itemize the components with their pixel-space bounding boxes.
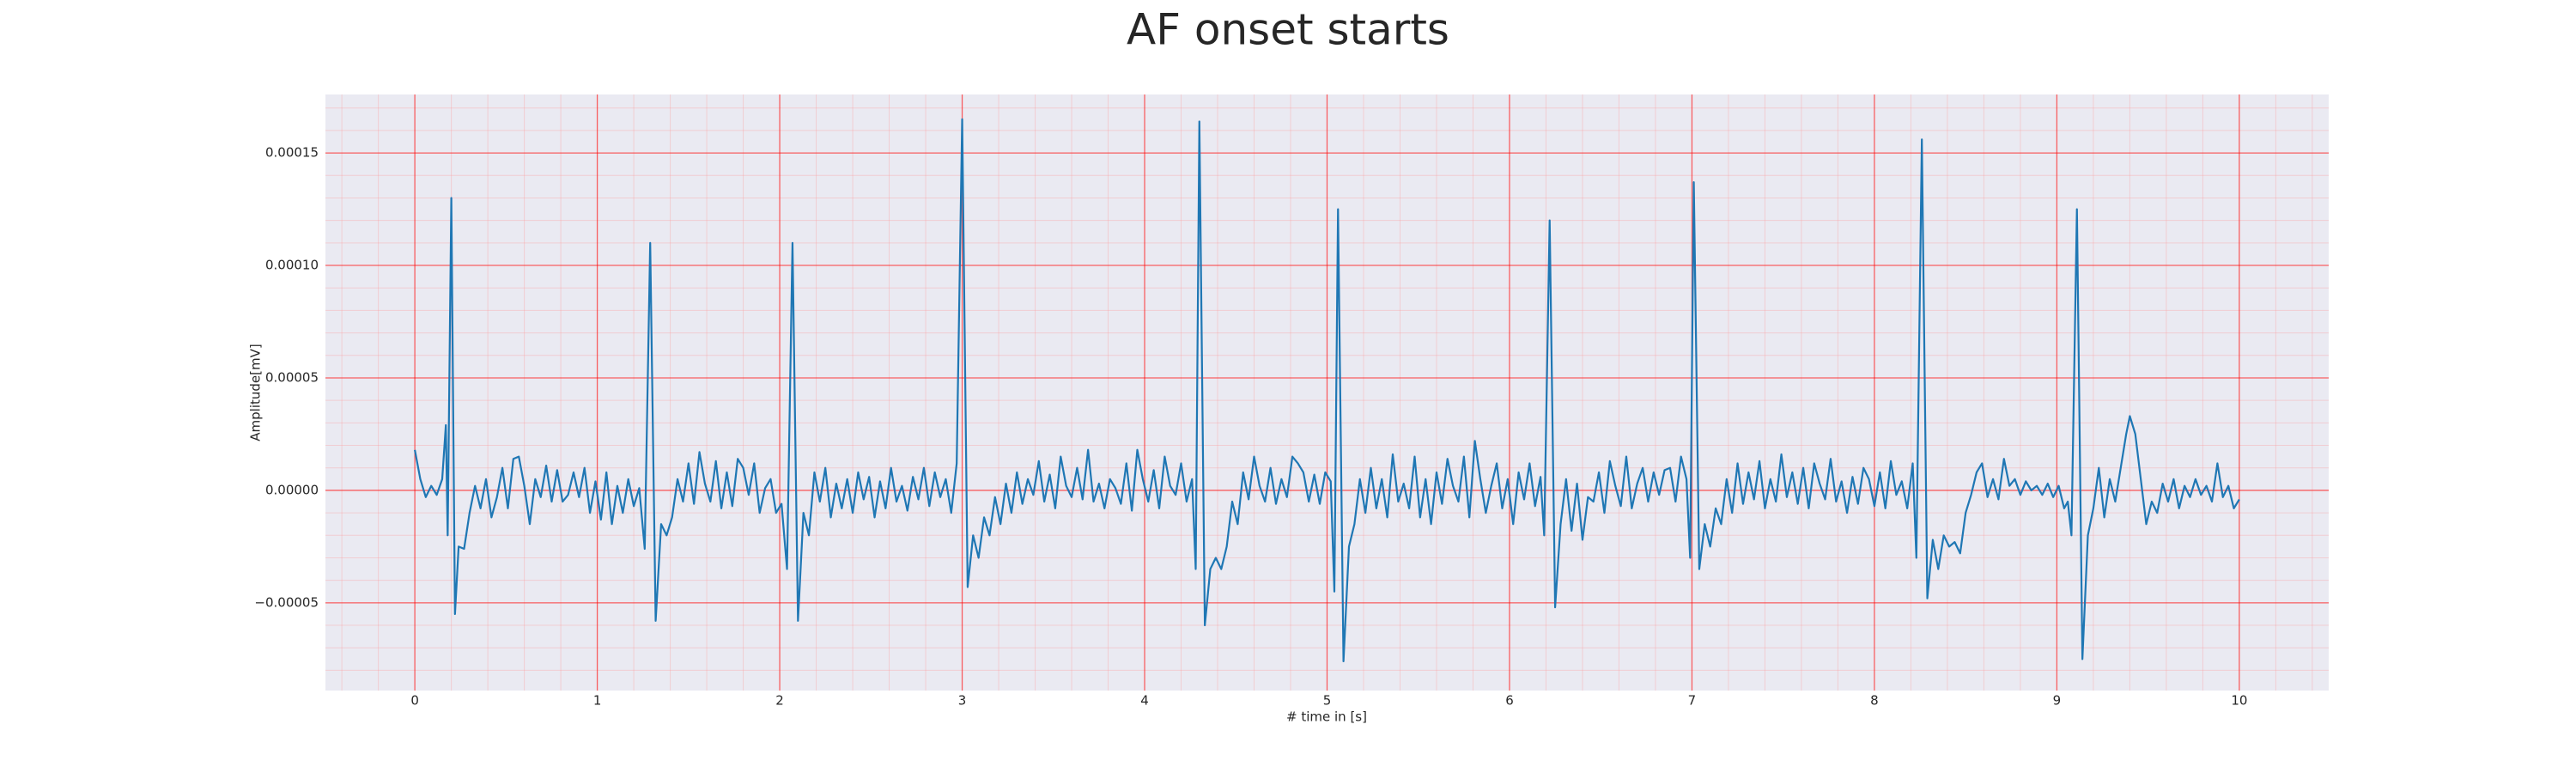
- x-tick-label: 10: [2231, 693, 2247, 709]
- x-tick-label: 5: [1323, 693, 1332, 709]
- x-tick-label: 6: [1505, 693, 1514, 709]
- y-tick-label: 0.00010: [265, 258, 319, 273]
- x-tick-label: 4: [1140, 693, 1149, 709]
- y-tick-label: −0.00005: [254, 594, 319, 610]
- x-tick-label: 8: [1870, 693, 1879, 709]
- x-tick-label: 2: [775, 693, 784, 709]
- tick-labels: 0 1 2 3 4 5 6 7 8 9 10 −0.00005 0.00000 0.00005 0.0001…: [254, 145, 2247, 709]
- x-tick-label: 9: [2053, 693, 2062, 709]
- grid: [325, 94, 2329, 691]
- ecg-line: [414, 118, 2240, 663]
- x-tick-label: 3: [958, 693, 967, 709]
- y-tick-label: 0.00015: [265, 145, 319, 161]
- y-axis-label: Amplitude[mV]: [248, 344, 264, 441]
- y-tick-label: 0.00000: [265, 482, 319, 497]
- x-tick-label: 0: [410, 693, 419, 709]
- x-tick-label: 1: [593, 693, 602, 709]
- marks: [414, 118, 2240, 663]
- chart-title: AF onset starts: [1127, 5, 1449, 55]
- y-tick-label: 0.00005: [265, 369, 319, 385]
- x-axis-label: # time in [s]: [1286, 709, 1367, 725]
- x-tick-label: 7: [1688, 693, 1697, 709]
